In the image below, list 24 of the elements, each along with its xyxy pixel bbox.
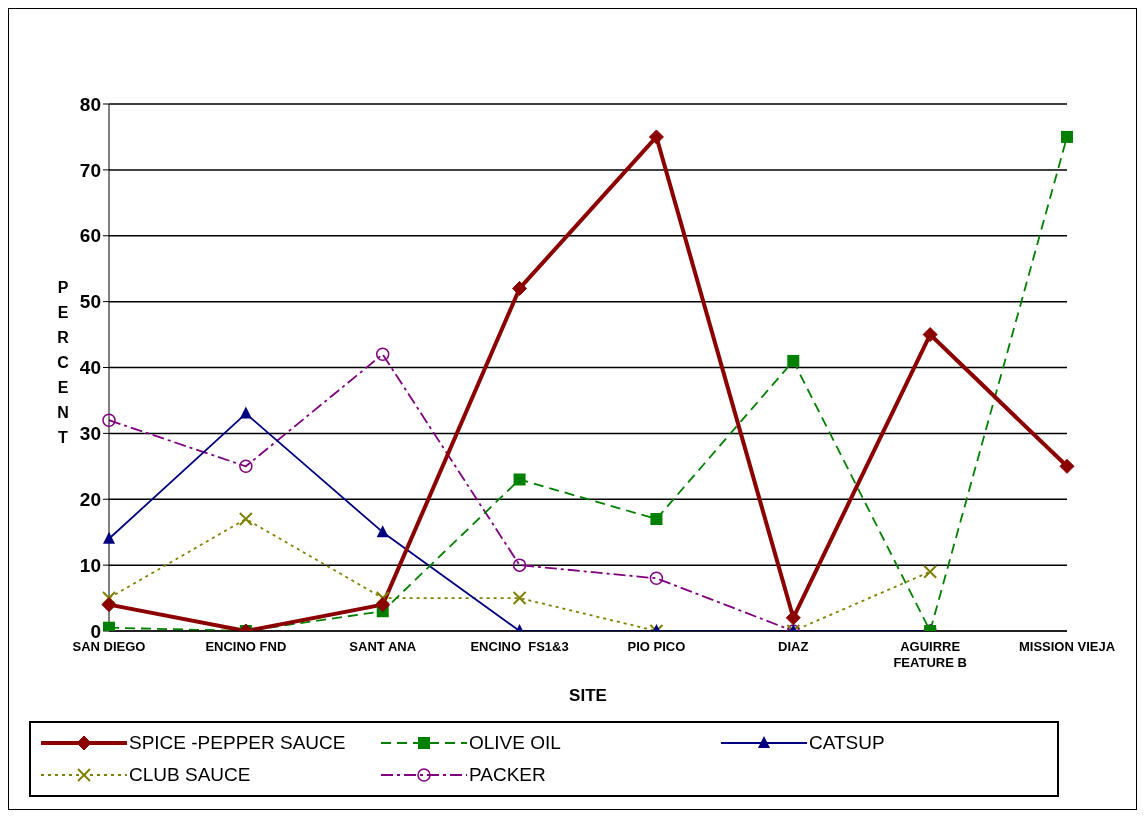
y-axis-title: PERCENT xyxy=(57,278,70,446)
y-tick-label: 10 xyxy=(79,554,101,576)
y-tick-label: 60 xyxy=(79,225,101,247)
legend-label: SPICE -PEPPER SAUCE xyxy=(129,732,346,754)
x-tick-label: AGUIRRE FEATURE B xyxy=(893,639,967,670)
x-tick-label: DIAZ xyxy=(778,639,809,654)
y-tick-label: 0 xyxy=(90,620,101,642)
legend-label: CLUB SAUCE xyxy=(129,764,251,786)
legend-label: OLIVE OIL xyxy=(469,732,561,754)
x-tick-label: MISSION VIEJA xyxy=(1018,639,1116,654)
y-tick-label: 70 xyxy=(79,159,101,181)
y-tick-label: 40 xyxy=(79,357,101,379)
x-tick-label: SANT ANA xyxy=(349,639,417,654)
legend-label: CATSUP xyxy=(809,732,885,754)
y-tick-label: 30 xyxy=(79,423,101,445)
y-tick-label: 50 xyxy=(79,291,101,313)
x-tick-label: ENCINO FND xyxy=(205,639,287,654)
x-tick-label: SAN DIEGO xyxy=(72,639,146,654)
y-tick-label: 20 xyxy=(79,488,101,510)
y-tick-label: 80 xyxy=(79,93,101,115)
x-tick-label: ENCINO FS1&3 xyxy=(470,639,569,654)
x-tick-label: PIO PICO xyxy=(627,639,686,654)
x-axis-title: SITE xyxy=(569,686,607,705)
legend-label: PACKER xyxy=(469,764,546,786)
